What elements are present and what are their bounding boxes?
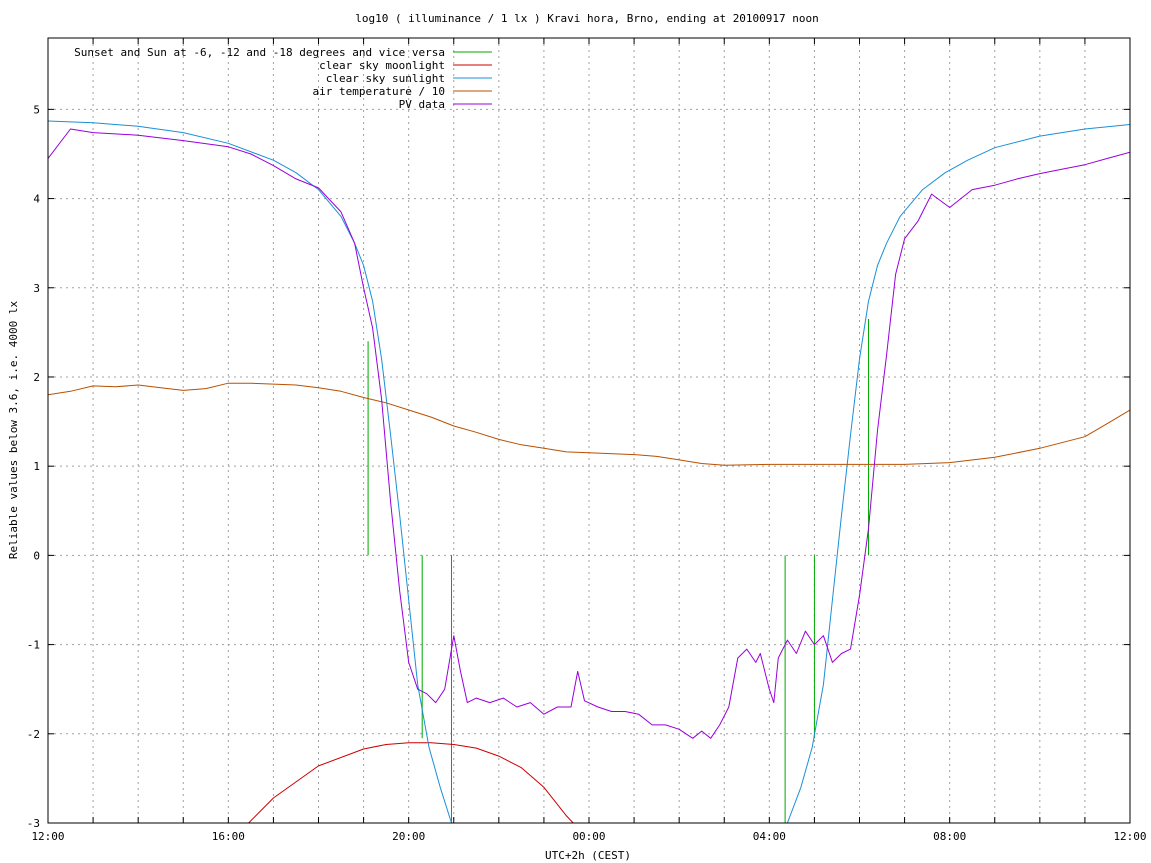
y-tick-label: 0 xyxy=(33,549,40,562)
series-line-4 xyxy=(48,128,1130,739)
y-tick-label: 5 xyxy=(33,103,40,116)
x-tick-label: 04:00 xyxy=(753,830,786,843)
y-tick-label: -1 xyxy=(27,639,40,652)
series-line-3 xyxy=(48,382,1130,466)
x-tick-label: 08:00 xyxy=(933,830,966,843)
legend-label: clear sky sunlight xyxy=(326,72,445,85)
y-tick-label: 1 xyxy=(33,460,40,473)
grid xyxy=(48,38,1130,823)
legend-label: clear sky moonlight xyxy=(319,59,445,72)
plot-area xyxy=(48,120,1130,823)
y-tick-label: -2 xyxy=(27,728,40,741)
legend-label: air temperature / 10 xyxy=(313,85,445,98)
x-tick-label: 20:00 xyxy=(392,830,425,843)
chart-title: log10 ( illuminance / 1 lx ) Kravi hora,… xyxy=(355,12,819,25)
x-axis-title: UTC+2h (CEST) xyxy=(545,849,631,862)
y-tick-label: 3 xyxy=(33,282,40,295)
series-group xyxy=(48,120,1130,823)
x-tick-label: 12:00 xyxy=(31,830,64,843)
y-axis-title: Reliable values below 3.6, i.e. 4000 lx xyxy=(7,300,20,559)
plot-frame xyxy=(47,37,1131,824)
axis-labels: -3 -2 -1 0 1 2 3 4 5 12:00 16:00 20:00 00:00 04:00 08:… xyxy=(27,103,1147,843)
y-tick-label: -3 xyxy=(27,817,40,830)
legend-label: Sunset and Sun at -6, -12 and -18 degree… xyxy=(74,46,445,59)
x-tick-label: 12:00 xyxy=(1113,830,1146,843)
series-line-2 xyxy=(48,120,1130,823)
series-impulses xyxy=(367,318,870,823)
legend-label: PV data xyxy=(399,98,445,111)
legend: Sunset and Sun at -6, -12 and -18 degree… xyxy=(74,46,492,111)
series-line-1 xyxy=(248,742,574,823)
y-tick-label: 2 xyxy=(33,371,40,384)
x-tick-label: 16:00 xyxy=(212,830,245,843)
axis-ticks xyxy=(47,38,1131,824)
y-tick-label: 4 xyxy=(33,193,40,206)
x-tick-label: 00:00 xyxy=(572,830,605,843)
